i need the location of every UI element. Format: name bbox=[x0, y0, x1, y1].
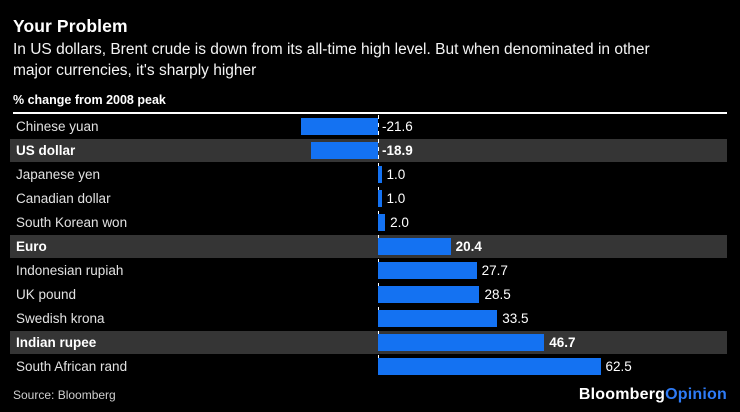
bar-label: South Korean won bbox=[16, 214, 128, 230]
page-title: Your Problem bbox=[13, 16, 128, 36]
table-row: US dollar -18.9 bbox=[10, 138, 727, 162]
bar bbox=[378, 213, 386, 231]
bar-label: Indonesian rupiah bbox=[16, 262, 124, 278]
bloomberg-opinion-logo: BloombergOpinion bbox=[579, 386, 727, 404]
bar-value: 1.0 bbox=[386, 166, 406, 182]
bar-label: UK pound bbox=[16, 286, 77, 302]
top-rule bbox=[13, 112, 727, 114]
bar-label: South African rand bbox=[16, 358, 128, 374]
bar-value: 27.7 bbox=[481, 262, 508, 278]
table-row: UK pound 28.5 bbox=[13, 282, 727, 306]
bar-value: -18.9 bbox=[382, 142, 413, 158]
subtitle-line-2: major currencies, it's sharply higher bbox=[13, 61, 257, 79]
bar bbox=[378, 237, 451, 255]
bar-label: Swedish krona bbox=[16, 310, 105, 326]
bar bbox=[378, 357, 601, 375]
highlight-band bbox=[10, 331, 727, 354]
bar-value: 2.0 bbox=[390, 214, 409, 230]
bar-label: US dollar bbox=[16, 142, 76, 158]
footer: Source: Bloomberg BloombergOpinion bbox=[13, 386, 727, 404]
chart-subtitle: In US dollars, Brent crude is down from … bbox=[13, 40, 727, 81]
bar-value: 33.5 bbox=[502, 310, 529, 326]
table-row: Indian rupee 46.7 bbox=[10, 330, 727, 354]
axis-label: % change from 2008 peak bbox=[13, 93, 166, 107]
table-row: Indonesian rupiah 27.7 bbox=[13, 258, 727, 282]
bar-label: Chinese yuan bbox=[16, 118, 99, 134]
bar-label: Canadian dollar bbox=[16, 190, 111, 206]
bar bbox=[378, 309, 498, 327]
highlight-band bbox=[10, 235, 727, 258]
table-row: Japanese yen 1.0 bbox=[13, 162, 727, 186]
bar bbox=[378, 189, 382, 207]
chart-rows: Chinese yuan -21.6 US dollar -18.9 Japanese … bbox=[10, 114, 727, 378]
source-note: Source: Bloomberg bbox=[13, 388, 116, 402]
bar bbox=[378, 285, 480, 303]
table-row: Euro 20.4 bbox=[10, 234, 727, 258]
table-row: Swedish krona 33.5 bbox=[13, 306, 727, 330]
bar-value: -21.6 bbox=[382, 118, 413, 134]
bar-label: Indian rupee bbox=[16, 334, 97, 350]
bar bbox=[378, 165, 382, 183]
bar-value: 20.4 bbox=[455, 238, 482, 254]
table-row: Chinese yuan -21.6 bbox=[13, 114, 727, 138]
brand-opinion: Opinion bbox=[665, 386, 727, 403]
bar bbox=[301, 117, 378, 135]
bar-value: 28.5 bbox=[484, 286, 511, 302]
bar bbox=[378, 333, 545, 351]
brand-bloomberg: Bloomberg bbox=[578, 386, 666, 403]
table-row: Canadian dollar 1.0 bbox=[13, 186, 727, 210]
bar-value: 46.7 bbox=[549, 334, 576, 350]
table-row: South Korean won 2.0 bbox=[13, 210, 727, 234]
subtitle-line-1: In US dollars, Brent crude is down from … bbox=[13, 41, 650, 58]
bar bbox=[378, 261, 477, 279]
table-row: South African rand 62.5 bbox=[13, 354, 727, 378]
bar-label: Euro bbox=[16, 238, 47, 254]
bar-value: 1.0 bbox=[386, 190, 406, 206]
bar-value: 62.5 bbox=[605, 358, 632, 374]
bar bbox=[310, 141, 378, 159]
bar-label: Japanese yen bbox=[16, 166, 101, 182]
